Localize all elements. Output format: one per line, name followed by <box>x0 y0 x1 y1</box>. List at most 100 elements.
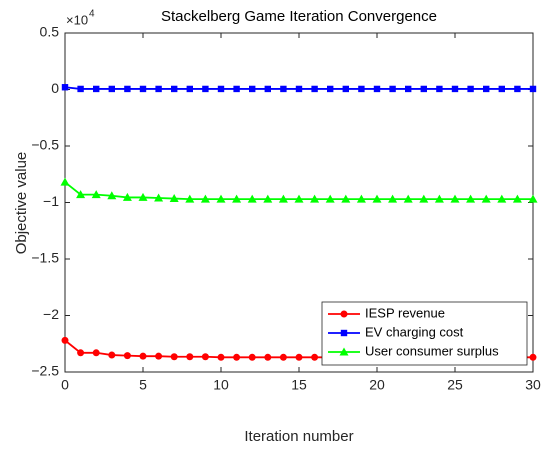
data-point <box>248 353 256 361</box>
data-point <box>342 85 349 93</box>
data-point <box>388 194 398 203</box>
data-point <box>154 193 164 202</box>
x-tick-label: 5 <box>139 377 147 393</box>
data-point <box>216 194 226 203</box>
data-point <box>108 85 115 93</box>
data-point <box>436 85 443 93</box>
data-point <box>233 85 240 93</box>
data-point <box>403 194 413 203</box>
data-point <box>466 194 476 203</box>
data-point <box>341 194 351 203</box>
data-point <box>311 353 319 361</box>
data-point <box>77 349 85 357</box>
data-point <box>122 192 132 201</box>
data-point <box>139 352 147 360</box>
legend-marker <box>340 329 348 337</box>
data-point <box>278 194 288 203</box>
y-tick-label: −1.5 <box>31 250 59 266</box>
data-point <box>217 353 225 361</box>
data-point <box>123 352 131 360</box>
data-point <box>279 353 287 361</box>
data-point <box>434 194 444 203</box>
y-tick-label: −0.5 <box>31 137 59 153</box>
data-point <box>483 85 490 93</box>
y-tick-label: −2.5 <box>31 363 59 379</box>
data-point <box>389 85 396 93</box>
data-point <box>264 353 272 361</box>
legend-marker <box>339 347 349 356</box>
data-point <box>77 85 84 93</box>
data-point <box>481 194 491 203</box>
legend-label: IESP revenue <box>365 305 445 320</box>
data-point <box>451 85 459 93</box>
x-tick-label: 30 <box>525 377 541 393</box>
data-point <box>185 194 195 203</box>
y-multiplier-base: ×10 <box>66 12 88 27</box>
y-tick-label: 0.5 <box>40 24 60 40</box>
y-tick-label: −1 <box>43 193 59 209</box>
data-point <box>529 85 537 93</box>
y-tick-label: −2 <box>43 306 59 322</box>
data-point <box>93 85 100 93</box>
data-point <box>61 84 69 91</box>
data-point <box>249 85 256 93</box>
y-axis-label: Objective value <box>13 152 30 255</box>
data-point <box>233 353 241 361</box>
legend-label: User consumer surplus <box>365 343 499 358</box>
chart-title: Stackelberg Game Iteration Convergence <box>161 8 437 25</box>
data-point <box>356 194 366 203</box>
data-point <box>372 194 382 203</box>
data-point <box>294 194 304 203</box>
data-point <box>450 194 460 203</box>
data-point <box>170 353 178 361</box>
data-point <box>91 190 101 199</box>
data-point <box>512 194 522 203</box>
data-point <box>107 191 117 200</box>
x-tick-label: 20 <box>369 377 385 393</box>
data-point <box>310 194 320 203</box>
data-point <box>232 194 242 203</box>
data-point <box>295 353 303 361</box>
data-point <box>405 85 412 93</box>
data-point <box>467 85 474 93</box>
data-point <box>186 353 194 361</box>
data-point <box>108 351 116 359</box>
data-point <box>155 85 162 93</box>
data-point <box>155 352 163 360</box>
x-tick-label: 15 <box>291 377 307 393</box>
y-multiplier-exponent: 4 <box>89 9 95 20</box>
legend-label: EV charging cost <box>365 324 464 339</box>
x-axis-label: Iteration number <box>244 428 353 445</box>
data-point <box>200 194 210 203</box>
y-tick-label: 0 <box>51 80 59 96</box>
data-point <box>217 85 225 93</box>
data-point <box>529 353 537 361</box>
data-point <box>295 85 303 93</box>
data-point <box>497 194 507 203</box>
data-point <box>263 194 273 203</box>
data-point <box>139 85 147 93</box>
data-point <box>60 177 70 186</box>
x-tick-label: 10 <box>213 377 229 393</box>
data-point <box>202 85 209 93</box>
data-point <box>138 192 148 201</box>
data-point <box>358 85 365 93</box>
data-point <box>498 85 505 93</box>
data-point <box>327 85 334 93</box>
x-tick-label: 25 <box>447 377 463 393</box>
data-point <box>186 85 193 93</box>
data-point <box>247 194 257 203</box>
data-point <box>61 336 69 344</box>
data-point <box>311 85 318 93</box>
data-point <box>528 194 538 203</box>
legend-marker <box>340 310 348 318</box>
data-point <box>280 85 287 93</box>
data-point <box>420 85 427 93</box>
data-point <box>264 85 271 93</box>
data-point <box>76 190 86 199</box>
data-point <box>124 85 131 93</box>
x-tick-label: 0 <box>61 377 69 393</box>
data-point <box>514 85 521 93</box>
